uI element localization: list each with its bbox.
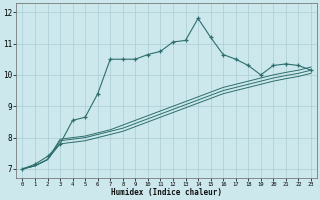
X-axis label: Humidex (Indice chaleur): Humidex (Indice chaleur)	[111, 188, 222, 197]
